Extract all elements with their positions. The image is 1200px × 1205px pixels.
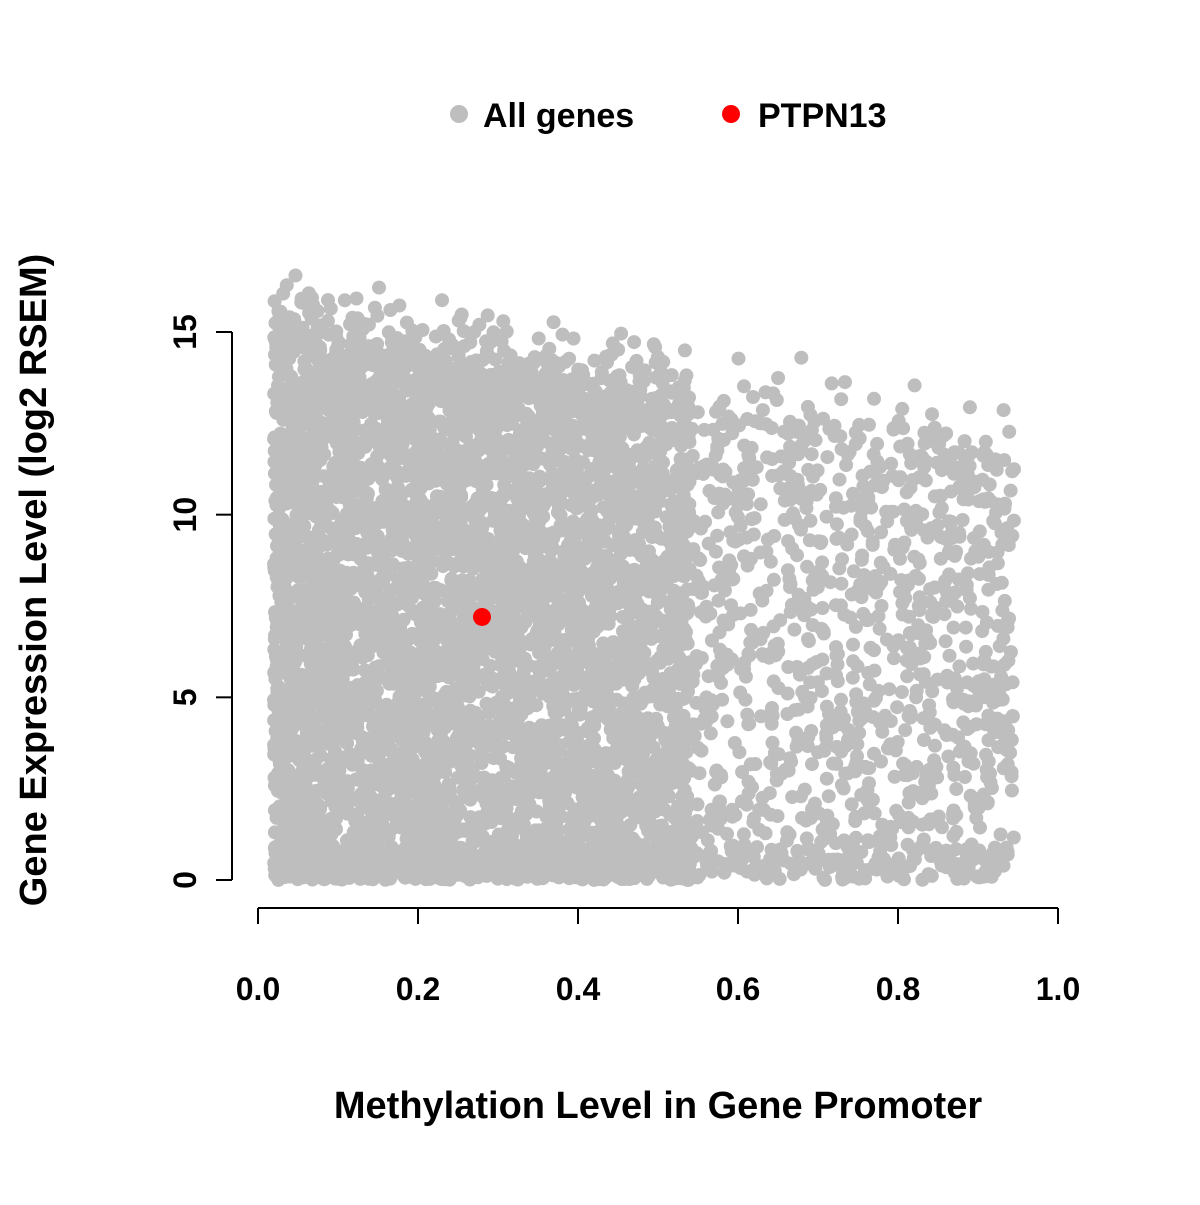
scatter-points: [267, 269, 1021, 887]
legend-dot-ptpn13: [722, 105, 740, 123]
y-tick-label: 15: [167, 314, 203, 350]
y-tick-label: 5: [167, 688, 203, 706]
x-tick-label: 0.8: [876, 971, 920, 1007]
y-axis: 0 5 10 15: [167, 314, 232, 889]
legend: All genes PTPN13: [450, 97, 887, 135]
ptpn13-point: [473, 608, 491, 626]
y-axis-title: Gene Expression Level (log2 RSEM): [13, 254, 55, 907]
y-tick-label: 10: [167, 497, 203, 533]
x-tick-label: 1.0: [1036, 971, 1080, 1007]
x-axis: 0.0 0.2 0.4 0.6 0.8 1.0: [236, 908, 1080, 1007]
x-tick-group: 0.0 0.2 0.4 0.6 0.8 1.0: [236, 908, 1080, 1007]
x-tick-label: 0.0: [236, 971, 280, 1007]
x-axis-title: Methylation Level in Gene Promoter: [334, 1085, 982, 1127]
x-tick-label: 0.6: [716, 971, 760, 1007]
legend-label-all-genes: All genes: [483, 97, 634, 135]
highlight-point: [473, 608, 491, 626]
x-tick-label: 0.2: [396, 971, 440, 1007]
y-tick-label: 0: [167, 871, 203, 889]
legend-dot-all-genes: [450, 105, 468, 123]
x-tick-label: 0.4: [556, 971, 601, 1007]
y-tick-group: 0 5 10 15: [167, 314, 232, 889]
legend-label-ptpn13: PTPN13: [758, 97, 887, 135]
